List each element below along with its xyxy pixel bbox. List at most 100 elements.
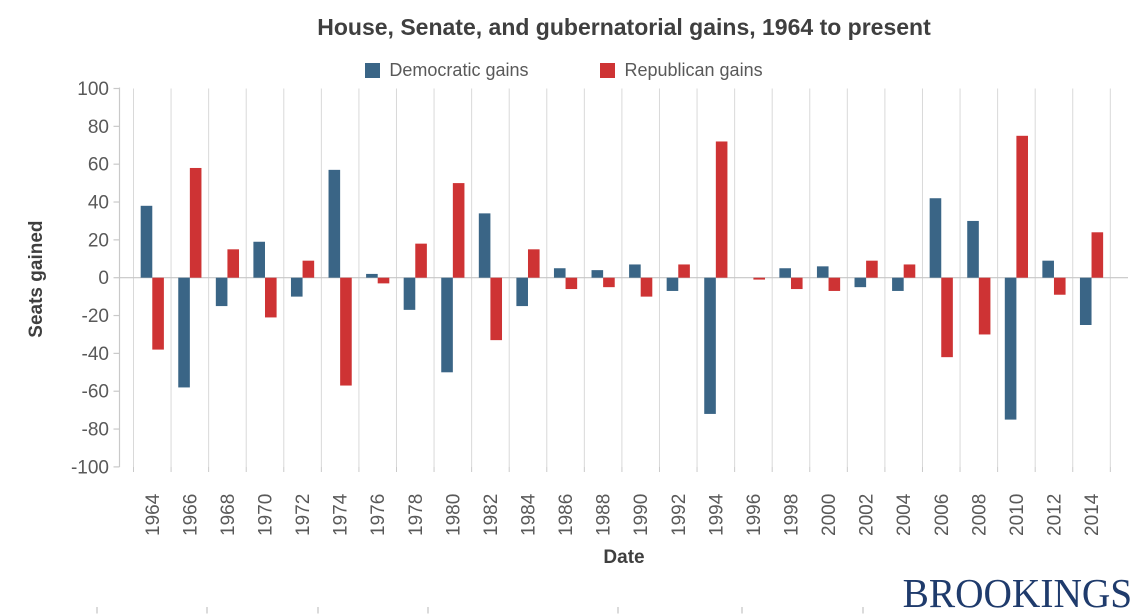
bar-rep-2006 [941,277,953,358]
bar-rep-1986 [565,277,578,290]
x-tick-label: 1976 [368,494,389,536]
legend-swatch-democratic-icon [365,63,381,78]
y-axis-title: Seats gained [26,220,47,337]
x-tick-label: 1992 [669,494,690,536]
y-axis: 100 80 60 40 20 0 -20 -40 -60 -80 -100 [71,79,121,478]
bar-rep-1996 [753,277,766,280]
x-axis-labels: 1964 1966 1968 1970 1972 1974 1976 1978 1980 1982… [143,493,1103,536]
x-tick-label: 1986 [556,494,577,536]
x-tick-label: 1980 [443,494,464,536]
y-tick-label: 0 [98,268,109,289]
y-tick-label: 80 [88,117,109,138]
legend: Democratic gains Republican gains [60,60,1068,81]
bar-dem-2008 [967,220,979,278]
bar-rep-2010 [1016,135,1028,278]
x-tick-label: 1982 [481,494,502,536]
bar-dem-2002 [854,277,867,288]
bar-rep-1964 [152,277,164,350]
x-tick-label: 2014 [1082,493,1103,536]
x-tick-label: 1978 [406,494,427,536]
bar-dem-1980 [441,277,453,373]
bar-dem-2006 [929,198,942,278]
bar-rep-1994 [715,141,728,278]
x-tick-label: 1968 [218,494,239,536]
bar-rep-1966 [189,167,202,278]
bar-rep-1978 [415,243,427,278]
bar-dem-1968 [215,277,228,307]
bar-dem-1998 [779,268,791,278]
x-tick-label: 2008 [969,494,990,536]
legend-item-democratic: Democratic gains [365,60,528,81]
bar-rep-2014 [1091,232,1104,278]
bar-dem-1984 [516,277,528,307]
x-tick-label: 2000 [819,494,840,536]
bar-rep-1998 [790,277,803,290]
x-tick-label: 1988 [594,494,615,536]
brookings-logo: BROOKINGS [902,570,1132,614]
bar-dem-1976 [366,273,378,278]
bar-rep-1988 [603,277,615,288]
legend-swatch-republican-icon [600,63,616,78]
bottom-ruler-ticks [96,607,864,614]
y-tick-label: 100 [77,79,109,100]
x-tick-label: 1970 [255,494,276,536]
bar-rep-1972 [302,260,315,278]
y-tick-label: -80 [82,420,109,441]
bar-rep-1982 [490,277,503,341]
bar-rep-1992 [678,264,690,278]
bar-rep-1980 [452,183,465,278]
x-tick-label: 1966 [180,494,201,536]
x-tick-label: 2012 [1044,494,1065,536]
bar-dem-1974 [328,169,341,278]
bar-dem-1992 [666,277,679,291]
bar-dem-1966 [178,277,190,388]
bar-dem-2014 [1079,277,1092,325]
bar-dem-1972 [290,277,303,297]
bar-dem-1982 [478,213,491,278]
y-tick-label: -60 [82,382,109,403]
bar-rep-1984 [527,249,540,278]
bars [140,135,1104,420]
chart-title: House, Senate, and gubernatorial gains, … [317,14,931,40]
x-axis-title: Date [603,547,645,568]
y-tick-label: -40 [82,344,109,365]
bar-dem-2004 [892,277,904,291]
bar-dem-2010 [1004,277,1017,420]
bar-dem-2000 [816,266,829,278]
x-tick-label: 2002 [857,494,878,536]
x-tick-label: 1994 [706,493,727,536]
bar-rep-2002 [866,260,878,278]
x-tick-label: 2006 [932,494,953,536]
x-tick-label: 2010 [1007,494,1028,536]
legend-label-republican: Republican gains [624,60,763,80]
x-tick-label: 1996 [744,494,765,536]
bar-dem-2012 [1042,260,1054,278]
bar-rep-2008 [978,277,991,335]
bar-rep-1974 [340,277,352,386]
x-tick-label: 1998 [781,494,802,536]
bar-dem-1964 [140,205,153,278]
x-tick-label: 1964 [143,493,164,536]
x-tick-label: 1984 [518,493,539,536]
bar-dem-1986 [553,268,566,278]
legend-label-democratic: Democratic gains [389,60,529,80]
legend-item-republican: Republican gains [600,60,763,81]
y-tick-label: 40 [88,193,109,214]
y-tick-label: 20 [88,230,109,251]
bar-rep-1968 [227,249,240,278]
bar-dem-1994 [704,277,716,414]
x-tick-label: 1990 [631,494,652,536]
bar-dem-1970 [253,241,265,278]
bar-rep-1970 [264,277,277,318]
y-tick-label: -20 [82,306,109,327]
gridlines [133,88,1111,472]
bar-rep-2000 [828,277,841,291]
bar-rep-2012 [1053,277,1066,295]
bar-rep-2004 [903,264,916,278]
x-tick-label: 1974 [331,493,352,536]
bar-dem-1990 [629,264,641,278]
bar-dem-1978 [403,277,416,310]
x-tick-label: 2004 [894,493,915,536]
